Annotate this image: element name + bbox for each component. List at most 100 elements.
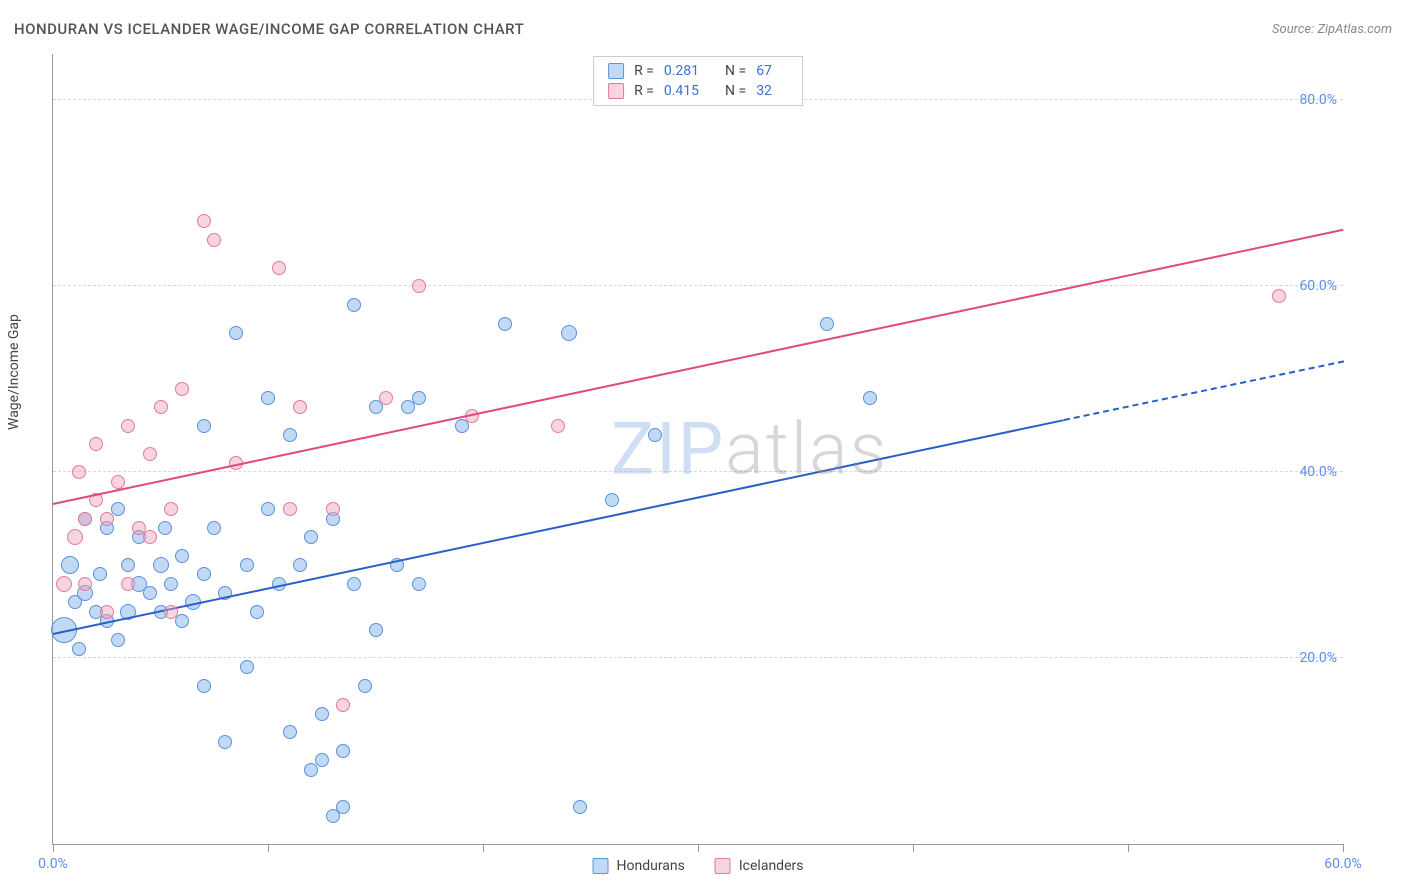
data-point-icelander xyxy=(89,437,103,451)
legend-item-icelanders: Icelanders xyxy=(715,858,804,874)
data-point-honduran xyxy=(229,326,243,340)
data-point-icelander xyxy=(56,576,72,592)
data-point-honduran xyxy=(304,530,318,544)
data-point-honduran xyxy=(605,493,619,507)
legend-row-hondurans: R = 0.281 N = 67 xyxy=(608,61,788,81)
data-point-honduran xyxy=(93,567,107,581)
data-point-honduran xyxy=(175,549,189,563)
trend-line xyxy=(53,229,1343,505)
data-point-icelander xyxy=(100,605,114,619)
x-tick-label: 0.0% xyxy=(38,856,68,872)
data-point-honduran xyxy=(197,567,211,581)
data-point-honduran xyxy=(347,298,361,312)
chart-source: Source: ZipAtlas.com xyxy=(1272,22,1392,37)
data-point-honduran xyxy=(240,660,254,674)
data-point-honduran xyxy=(261,502,275,516)
y-tick-label: 20.0% xyxy=(1299,650,1337,666)
data-point-honduran xyxy=(207,521,221,535)
data-point-honduran xyxy=(164,577,178,591)
data-point-honduran xyxy=(143,586,157,600)
data-point-icelander xyxy=(78,577,92,591)
data-point-icelander xyxy=(121,577,135,591)
data-point-honduran xyxy=(197,679,211,693)
data-point-honduran xyxy=(111,633,125,647)
gridline xyxy=(53,657,1343,658)
y-tick-label: 40.0% xyxy=(1299,464,1337,480)
data-point-icelander xyxy=(100,512,114,526)
x-tick xyxy=(913,844,914,852)
data-point-honduran xyxy=(121,558,135,572)
data-point-icelander xyxy=(551,419,565,433)
x-tick xyxy=(1128,844,1129,852)
data-point-honduran xyxy=(293,558,307,572)
data-point-honduran xyxy=(240,558,254,572)
data-point-honduran xyxy=(648,428,662,442)
gridline xyxy=(53,471,1343,472)
data-point-honduran xyxy=(336,800,350,814)
data-point-honduran xyxy=(175,614,189,628)
data-point-honduran xyxy=(315,707,329,721)
data-point-honduran xyxy=(218,735,232,749)
y-tick-label: 60.0% xyxy=(1299,278,1337,294)
swatch-hondurans xyxy=(608,63,624,79)
y-tick-label: 80.0% xyxy=(1299,92,1337,108)
chart-title: HONDURAN VS ICELANDER WAGE/INCOME GAP CO… xyxy=(14,20,524,38)
data-point-icelander xyxy=(143,447,157,461)
data-point-honduran xyxy=(158,521,172,535)
data-point-honduran xyxy=(283,428,297,442)
data-point-icelander xyxy=(326,502,340,516)
data-point-honduran xyxy=(250,605,264,619)
series-legend: Hondurans Icelanders xyxy=(593,858,804,874)
data-point-icelander xyxy=(78,512,92,526)
gridline xyxy=(53,285,1343,286)
x-tick xyxy=(698,844,699,852)
data-point-icelander xyxy=(293,400,307,414)
swatch-icelanders xyxy=(608,83,624,99)
data-point-icelander xyxy=(143,530,157,544)
data-point-icelander xyxy=(164,605,178,619)
x-tick xyxy=(53,844,54,852)
correlation-legend: R = 0.281 N = 67 R = 0.415 N = 32 xyxy=(593,56,803,106)
data-point-icelander xyxy=(72,465,86,479)
scatter-chart: ZIPatlas R = 0.281 N = 67 R = 0.415 N = … xyxy=(52,54,1343,845)
x-tick-label: 60.0% xyxy=(1324,856,1362,872)
data-point-icelander xyxy=(1272,289,1286,303)
y-axis-label: Wage/Income Gap xyxy=(6,314,22,430)
data-point-icelander xyxy=(379,391,393,405)
data-point-honduran xyxy=(197,419,211,433)
swatch-hondurans xyxy=(593,858,609,874)
data-point-honduran xyxy=(561,325,577,341)
data-point-honduran xyxy=(863,391,877,405)
data-point-honduran xyxy=(315,753,329,767)
data-point-icelander xyxy=(154,400,168,414)
data-point-icelander xyxy=(164,502,178,516)
data-point-icelander xyxy=(272,261,286,275)
x-tick xyxy=(268,844,269,852)
data-point-icelander xyxy=(207,233,221,247)
data-point-icelander xyxy=(336,698,350,712)
legend-item-hondurans: Hondurans xyxy=(593,858,685,874)
data-point-icelander xyxy=(121,419,135,433)
chart-header: HONDURAN VS ICELANDER WAGE/INCOME GAP CO… xyxy=(14,20,1392,38)
x-tick xyxy=(483,844,484,852)
trend-line xyxy=(1063,361,1343,422)
data-point-honduran xyxy=(72,642,86,656)
x-tick xyxy=(1343,844,1344,852)
data-point-honduran xyxy=(358,679,372,693)
trend-line xyxy=(53,419,1064,635)
data-point-honduran xyxy=(369,623,383,637)
data-point-honduran xyxy=(153,557,169,573)
data-point-honduran xyxy=(283,725,297,739)
data-point-icelander xyxy=(67,529,83,545)
data-point-icelander xyxy=(111,475,125,489)
data-point-honduran xyxy=(412,391,426,405)
data-point-honduran xyxy=(336,744,350,758)
data-point-honduran xyxy=(820,317,834,331)
data-point-honduran xyxy=(347,577,361,591)
data-point-icelander xyxy=(175,382,189,396)
data-point-honduran xyxy=(573,800,587,814)
data-point-icelander xyxy=(283,502,297,516)
legend-row-icelanders: R = 0.415 N = 32 xyxy=(608,81,788,101)
data-point-honduran xyxy=(498,317,512,331)
data-point-icelander xyxy=(197,214,211,228)
